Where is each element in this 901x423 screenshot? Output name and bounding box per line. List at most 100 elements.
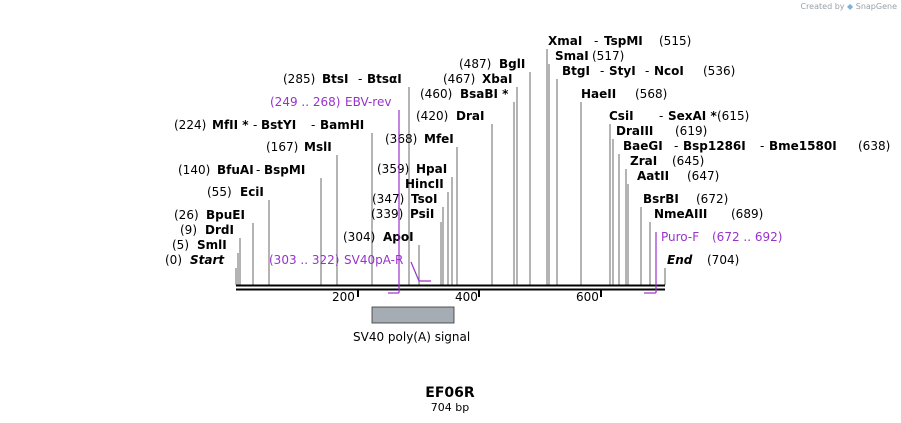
site-name-csii[interactable]: CsiI (609, 109, 634, 123)
site-separator-mfii--1: - (311, 118, 315, 132)
site-separator-csii-0: - (659, 109, 663, 123)
site-name-end[interactable]: End (667, 253, 693, 267)
snapgene-credit: Created by ◆ SnapGene (800, 2, 897, 11)
site-position-tsoi: (347) (372, 192, 404, 206)
site-name-xbai[interactable]: XbaI (482, 72, 512, 86)
site-position-baegi: (638) (858, 139, 890, 153)
site-name-smai[interactable]: SmaI (555, 49, 589, 63)
site-position-btsi: (285) (283, 72, 315, 86)
primer-marker-puro-f (644, 232, 657, 294)
site-name-zrai[interactable]: ZraI (630, 154, 657, 168)
site-position-bpuei: (26) (174, 208, 199, 222)
credit-prefix: Created by (800, 2, 845, 11)
credit-brand: SnapGene (855, 2, 897, 11)
site-separator-baegi-1: - (760, 139, 764, 153)
site-position-psii: (339) (371, 207, 403, 221)
primer-label-ebv-rev[interactable]: EBV-rev (345, 95, 391, 109)
site-name-btsi[interactable]: BtsI (322, 72, 349, 86)
site-position-msli: (167) (266, 140, 298, 154)
site-name-bsp1286i[interactable]: Bsp1286I (683, 139, 746, 153)
site-position-zrai: (645) (672, 154, 704, 168)
site-position-bgli: (487) (459, 57, 491, 71)
site-name-bts-i[interactable]: BtsαI (367, 72, 402, 86)
site-name-xmai[interactable]: XmaI (548, 34, 582, 48)
site-name-drai[interactable]: DraI (456, 109, 484, 123)
feature-label-sv40-polya: SV40 poly(A) signal (353, 330, 470, 344)
primer-label-puro-f[interactable]: Puro-F (661, 230, 699, 244)
site-position-smli: (5) (172, 238, 189, 252)
snapgene-logo-icon: ◆ (847, 2, 854, 11)
site-name-nmeaiii[interactable]: NmeAIII (654, 207, 707, 221)
site-separator-baegi-0: - (674, 139, 678, 153)
site-position-smai: (517) (592, 49, 624, 63)
site-position-hpai: (359) (377, 162, 409, 176)
site-separator-btgi-1: - (645, 64, 649, 78)
site-position-bsabi-: (460) (420, 87, 452, 101)
site-position-btgi: (536) (703, 64, 735, 78)
site-name-apoi[interactable]: ApoI (383, 230, 414, 244)
site-name-bfuai[interactable]: BfuAI (217, 163, 254, 177)
site-name-bamhi[interactable]: BamHI (320, 118, 364, 132)
primer-range-ebv-rev: (249 .. 268) (270, 95, 340, 109)
site-position-drdi: (9) (180, 223, 197, 237)
site-name-drdi[interactable]: DrdI (205, 223, 234, 237)
sequence-name: EF06R (425, 385, 475, 401)
site-name-tsoi[interactable]: TsoI (411, 192, 437, 206)
site-name-start[interactable]: Start (190, 253, 225, 267)
primer-range-sv40pa-r: (303 .. 322) (269, 253, 339, 267)
site-separator-bfuai-0: - (256, 163, 260, 177)
site-separator-xmai-0: - (594, 34, 598, 48)
site-position-ecii: (55) (207, 185, 232, 199)
site-name-bsrbi[interactable]: BsrBI (643, 192, 679, 206)
site-name-bspmi[interactable]: BspMI (264, 163, 305, 177)
site-name-psii[interactable]: PsiI (410, 207, 434, 221)
site-name-mfei[interactable]: MfeI (424, 132, 454, 146)
site-name-tspmi[interactable]: TspMI (604, 34, 643, 48)
site-labels: (0) Start(5) SmlI(9) DrdI (26) BpuEI (55) EciI (… (165, 34, 890, 267)
site-position-end: (704) (707, 253, 739, 267)
site-name-bstyi[interactable]: BstYI (261, 118, 296, 132)
site-position-aatii: (647) (687, 169, 719, 183)
site-name-draiii[interactable]: DraIII (616, 124, 653, 138)
site-position-apoi: (304) (343, 230, 375, 244)
site-name-hpai[interactable]: HpaI (416, 162, 447, 176)
site-position-draiii: (619) (675, 124, 707, 138)
site-name-bsabi-[interactable]: BsaBI * (460, 87, 509, 101)
primer-marker-ebv-rev (388, 110, 400, 294)
site-name-mfii-[interactable]: MfII * (212, 118, 249, 132)
site-name-ecii[interactable]: EciI (240, 185, 264, 199)
site-name-sexai-[interactable]: SexAI * (668, 109, 717, 123)
tick-label-400: 400 (455, 290, 478, 304)
site-name-aatii[interactable]: AatII (637, 169, 669, 183)
site-position-nmeaiii: (689) (731, 207, 763, 221)
site-position-bfuai: (140) (178, 163, 210, 177)
site-position-xmai: (515) (659, 34, 691, 48)
site-name-bpuei[interactable]: BpuEI (206, 208, 245, 222)
primer-range-puro-f: (672 .. 692) (712, 230, 782, 244)
feature-sv40-polya-signal[interactable] (371, 306, 455, 324)
site-name-smli[interactable]: SmlI (197, 238, 227, 252)
tick-label-600: 600 (576, 290, 599, 304)
tick-label-200: 200 (332, 290, 355, 304)
site-separator-btgi-0: - (600, 64, 604, 78)
site-position-mfii-: (224) (174, 118, 206, 132)
site-name-styi[interactable]: StyI (609, 64, 636, 78)
site-name-baegi[interactable]: BaeGI (623, 139, 663, 153)
site-name-msli[interactable]: MslI (304, 140, 332, 154)
site-name-ncoi[interactable]: NcoI (654, 64, 684, 78)
site-name-haeii[interactable]: HaeII (581, 87, 616, 101)
primer-label-sv40pa-r[interactable]: SV40pA-R (344, 253, 403, 267)
site-separator-btsi-0: - (358, 72, 362, 86)
site-position-csii: (615) (717, 109, 749, 123)
site-position-mfei: (368) (385, 132, 417, 146)
site-position-haeii: (568) (635, 87, 667, 101)
site-separator-mfii--0: - (253, 118, 257, 132)
primer-marker-sv40pa-r (410, 261, 431, 282)
site-name-hincii[interactable]: HincII (405, 177, 444, 191)
site-position-drai: (420) (416, 109, 448, 123)
site-name-bme1580i[interactable]: Bme1580I (769, 139, 837, 153)
site-position-xbai: (467) (443, 72, 475, 86)
site-name-btgi[interactable]: BtgI (562, 64, 590, 78)
site-name-bgli[interactable]: BglI (499, 57, 525, 71)
